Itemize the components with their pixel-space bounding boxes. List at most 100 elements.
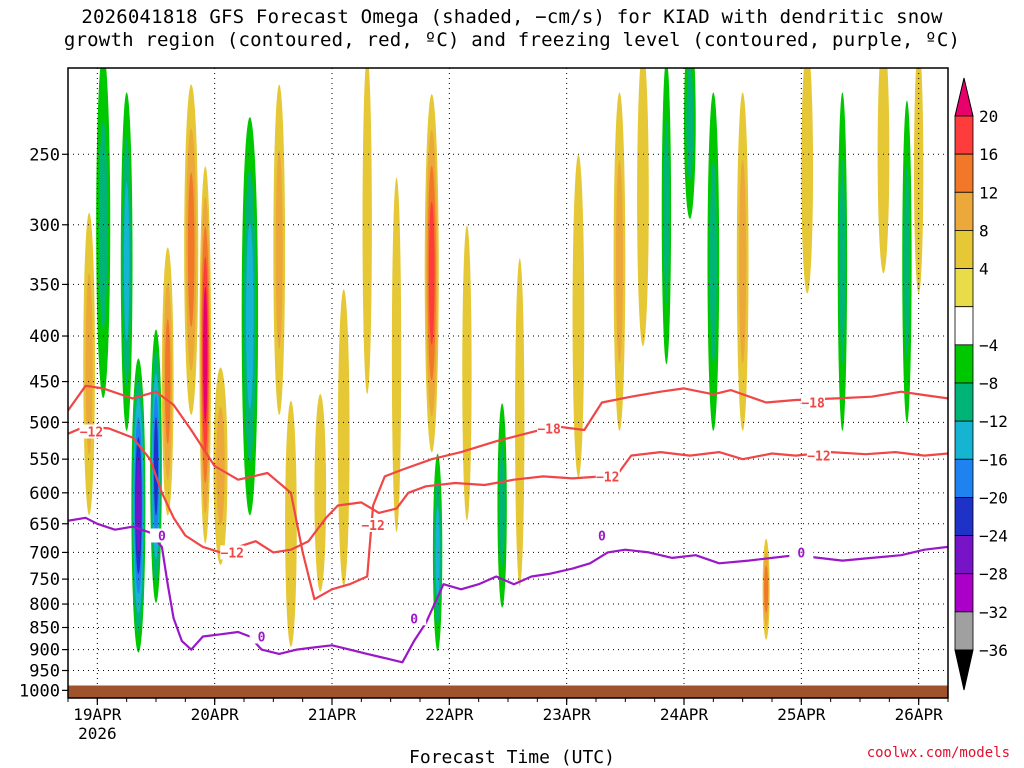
omega-cell	[164, 319, 171, 445]
x-tick-label: 25APR	[777, 705, 826, 724]
y-tick-label: 500	[29, 413, 60, 433]
y-tick-label: 700	[29, 543, 60, 563]
colorbar-label: −32	[979, 603, 1008, 622]
colorbar-label: −8	[979, 374, 998, 393]
contour-label-bg	[806, 448, 831, 463]
contour-line-0	[68, 516, 948, 664]
contour-label-bg	[595, 469, 620, 484]
y-tick-label: 950	[29, 662, 60, 682]
colorbar-label: 8	[979, 221, 989, 240]
contour-label-bg	[361, 517, 386, 532]
colorbar-box	[954, 382, 974, 422]
x-tick-label: 21APR	[308, 705, 357, 724]
contour-label-bg	[589, 528, 614, 543]
omega-cell	[686, 68, 694, 181]
omega-cell	[637, 68, 649, 347]
omega-cell	[246, 223, 254, 410]
contour-label: −18	[801, 396, 825, 411]
contour-label-bg	[149, 528, 174, 543]
y-tick-label: 450	[29, 373, 60, 393]
contour-label-bg	[537, 421, 562, 436]
omega-cell	[663, 120, 670, 304]
omega-cell	[314, 394, 327, 592]
colorbar-box	[954, 230, 974, 269]
omega-cell	[391, 177, 402, 533]
colorbar-box	[954, 306, 974, 346]
colorbar-label: −4	[979, 336, 998, 355]
omega-cell	[801, 68, 814, 294]
colorbar-label: −36	[979, 641, 1008, 660]
y-tick-label: 800	[29, 595, 60, 615]
contour-label: −12	[807, 450, 830, 465]
contour-label: −12	[80, 425, 103, 440]
chart-title-line-1: 2026041818 GFS Forecast Omega (shaded, −…	[81, 6, 943, 28]
omega-cell	[275, 150, 283, 349]
colorbar-label: −24	[979, 527, 1008, 546]
omega-cell	[904, 165, 910, 359]
omega-cell	[739, 160, 747, 364]
omega-cell	[285, 400, 297, 647]
omega-cell	[709, 160, 717, 364]
omega-cell	[153, 416, 159, 516]
contour-label: 0	[598, 529, 606, 544]
y-tick-label: 600	[29, 484, 60, 504]
omega-cell	[499, 444, 505, 567]
contour-label-bg	[402, 611, 427, 626]
x-tick-label: 23APR	[543, 705, 592, 724]
y-tick-label: 650	[29, 515, 60, 535]
contour-line-m12	[68, 425, 948, 554]
ground-surface	[68, 685, 948, 698]
contour-label: 0	[158, 529, 166, 544]
colorbar-label: 12	[979, 183, 998, 202]
y-tick-label: 350	[29, 275, 60, 295]
y-tick-label: 300	[29, 216, 60, 236]
x-axis-label: Forecast Time (UTC)	[409, 747, 615, 768]
y-tick-label: 250	[29, 145, 60, 165]
omega-cell	[428, 201, 435, 345]
colorbar-box	[954, 153, 974, 193]
colorbar-box	[954, 535, 974, 575]
contour-label-bg	[801, 395, 826, 410]
colorbar-box	[954, 420, 974, 460]
contour-label: 0	[797, 546, 805, 561]
colorbar-label: −16	[979, 450, 1008, 469]
colorbar: 20 16 12 8 4 −4 −8 −12 −16 −20 −24 −28 −32 −36	[954, 77, 1008, 691]
omega-cell	[839, 160, 846, 364]
y-tick-label: 750	[29, 570, 60, 590]
contour-label-bg	[79, 424, 104, 439]
omega-cell	[435, 506, 440, 599]
omega-cell	[572, 154, 585, 478]
contour-label-bg	[789, 545, 814, 560]
omega-cell	[877, 68, 890, 274]
omega-cell	[913, 68, 924, 294]
colorbar-box	[954, 191, 974, 231]
colorbar-label: 16	[979, 145, 998, 164]
contour-label: 0	[258, 630, 266, 645]
colorbar-box	[954, 268, 974, 308]
site-credit: coolwx.com/models	[866, 745, 1010, 761]
colorbar-box	[954, 573, 974, 613]
y-tick-label: 850	[29, 618, 60, 638]
y-tick-label: 550	[29, 450, 60, 470]
contour-label: −12	[596, 470, 619, 485]
x-year-label: 2026	[78, 724, 117, 743]
omega-cell	[187, 172, 195, 327]
colorbar-label: 4	[979, 260, 989, 279]
colorbar-arrow-top	[954, 77, 974, 117]
contour-layer: −18 −18 −12 −12 −12 −12 −12 0 0 0 0 0	[68, 384, 948, 664]
contour-label-bg	[220, 545, 245, 560]
contour-label: −12	[221, 546, 244, 561]
omega-cell	[203, 287, 208, 423]
omega-cell	[515, 258, 525, 587]
x-tick-label: 26APR	[895, 705, 944, 724]
contour-line-m18	[68, 384, 948, 601]
omega-cell	[362, 68, 372, 395]
omega-cell	[216, 406, 225, 526]
y-tick-label: 400	[29, 327, 60, 347]
colorbar-box	[954, 344, 974, 384]
y-tick-label: 1000	[19, 681, 60, 701]
plot-area	[83, 68, 924, 653]
omega-cell	[85, 273, 93, 455]
contour-label-bg	[249, 629, 274, 644]
colorbar-label: 20	[979, 107, 998, 126]
